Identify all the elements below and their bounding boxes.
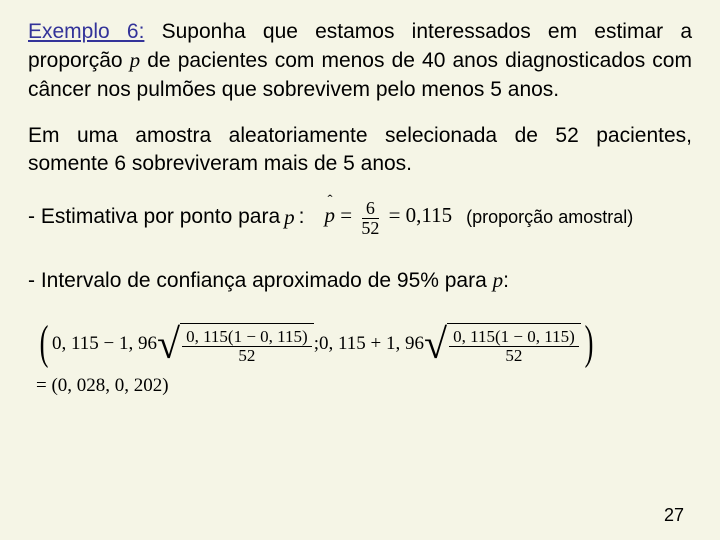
ci-result: = (0, 028, 0, 202) [36,375,692,397]
equals-1: = [335,203,357,227]
phat-formula: p = 652 = 0,115 [324,197,452,238]
open-paren-1: ( [40,329,49,358]
colon-1: : [299,203,305,231]
p-symbol-2: p [284,203,295,231]
frac-num: 6 [362,199,379,219]
sample-proportion-note: (proporção amostral) [466,205,633,229]
frac-den: 52 [357,219,383,238]
point-estimate-line: - Estimativa por ponto para p: p = 652 =… [28,197,692,238]
phat-symbol: p [324,201,335,229]
ci-upper-text: 0, 115 + 1, 96 [319,333,424,355]
page-number: 27 [664,505,684,526]
example-label: Exemplo 6: [28,20,144,43]
radical-icon-2: √ [424,331,447,360]
sqrt-upper: √ 0, 115(1 − 0, 115) 52 [424,323,581,365]
colon-2: : [503,269,509,292]
ci-lower-text: 0, 115 − 1, 96 [52,333,157,355]
ci-formula: ( 0, 115 − 1, 96 √ 0, 115(1 − 0, 115) 52… [36,323,692,365]
example-paragraph: Exemplo 6: Suponha que estamos interessa… [28,18,692,104]
sqrt-lower: √ 0, 115(1 − 0, 115) 52 [157,323,314,365]
frac-lower-num: 0, 115(1 − 0, 115) [182,328,312,347]
radical-icon: √ [157,331,180,360]
p-symbol-3: p [493,268,504,292]
p-symbol-1: p [130,48,141,72]
frac-upper-den: 52 [501,347,526,365]
fraction-6-52: 652 [357,197,383,238]
frac-upper: 0, 115(1 − 0, 115) 52 [449,326,579,365]
point-estimate-prefix: - Estimativa por ponto para [28,203,280,231]
ci-prefix: - Intervalo de confiança aproximado de 9… [28,269,493,292]
frac-upper-num: 0, 115(1 − 0, 115) [449,328,579,347]
equals-result: = 0,115 [383,203,452,227]
frac-lower: 0, 115(1 − 0, 115) 52 [182,326,312,365]
frac-lower-den: 52 [234,347,259,365]
close-paren-1: ) [584,329,593,358]
ci-heading-line: - Intervalo de confiança aproximado de 9… [28,266,692,295]
sample-paragraph: Em uma amostra aleatoriamente selecionad… [28,122,692,179]
